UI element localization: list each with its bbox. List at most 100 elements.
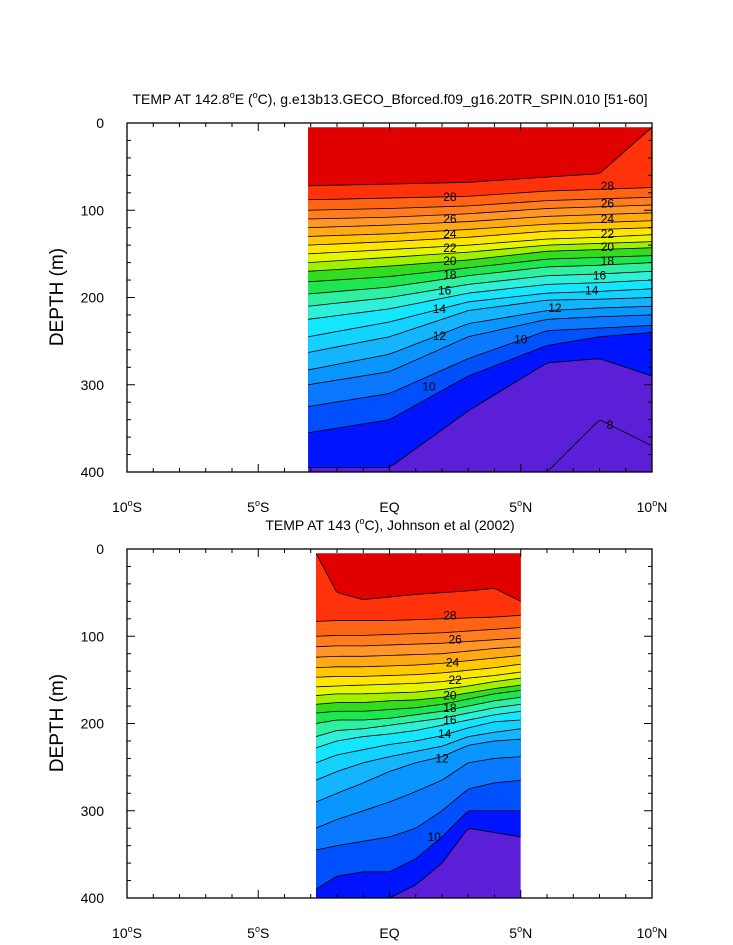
panel-model-contour-label: 8 <box>607 418 614 432</box>
panel-model-x-tick-label: 5oN <box>509 498 532 515</box>
panel-observed-isotherm-19 <box>316 689 521 714</box>
panel-observed-contour-label: 12 <box>435 751 449 765</box>
panel-observed-contour-label: 10 <box>427 830 441 844</box>
panel-observed-contour-label: 26 <box>448 633 462 647</box>
panel-model-isotherm-21 <box>308 241 652 263</box>
panel-observed-contour-label: 24 <box>446 655 460 669</box>
panel-model-contour-label: 22 <box>443 241 457 255</box>
panel-observed-y-axis-label: DEPTH (m) <box>47 674 68 772</box>
panel-model-contour-label: 28 <box>443 190 457 204</box>
panel-model-contour-label: 10 <box>422 379 436 393</box>
panel-model: TEMP AT 142.8oE (oC), g.e13b13.GECO_Bfor… <box>47 90 667 515</box>
panel-observed-isotherm-25 <box>316 646 521 658</box>
panel-model-isotherm-17 <box>308 270 652 307</box>
panel-model-isotherm-16 <box>308 279 652 320</box>
panel-model-contour-label: 12 <box>433 329 447 343</box>
panel-observed: TEMP AT 143 (oC), Johnson et al (2002) 2… <box>47 516 667 941</box>
panel-model-x-tick-label: EQ <box>379 499 399 515</box>
panel-observed-ticks <box>126 548 653 899</box>
panel-model-isotherm-15 <box>308 288 652 338</box>
panel-observed-isotherm-26 <box>316 637 521 648</box>
panel-model-x-tick-label: 10oS <box>112 498 142 515</box>
panel-model-contour-label: 24 <box>601 212 615 226</box>
panel-model-contour-label: 12 <box>548 301 562 315</box>
panel-model-x-tick-label: 5oS <box>247 498 269 515</box>
panel-model-y-tick-label: 100 <box>81 202 105 218</box>
panel-model-contour-label: 16 <box>593 269 607 283</box>
panel-observed-x-tick-label: 5oS <box>247 924 269 941</box>
panel-model-isotherm-25 <box>308 212 652 229</box>
panel-observed-y-tick-label: 400 <box>81 890 105 906</box>
panel-observed-isotherm-13 <box>316 738 521 803</box>
panel-model-isotherm-9 <box>308 358 652 469</box>
panel-observed-y-tick-label: 100 <box>81 628 105 644</box>
panel-model-y-axis-label: DEPTH (m) <box>47 248 68 346</box>
panel-observed-contour-label: 22 <box>448 673 462 687</box>
panel-model-filled-contours <box>308 127 652 473</box>
panel-observed-y-tick-label: 300 <box>81 803 105 819</box>
panel-observed-y-tick-label: 200 <box>81 716 105 732</box>
panel-model-contour-label: 26 <box>443 212 457 226</box>
panel-model-isotherm-10 <box>308 332 652 434</box>
panel-observed-x-tick-label: 5oN <box>509 924 532 941</box>
panel-observed-isotherm-18 <box>316 696 521 724</box>
panel-observed-contour-label: 18 <box>443 701 457 715</box>
panel-model-isotherm-11 <box>308 325 652 407</box>
panel-observed-isotherm-21 <box>316 677 521 696</box>
panel-model-isotherm-29 <box>308 127 652 187</box>
panel-model-isotherm-23 <box>308 227 652 246</box>
panel-model-isotherm-19 <box>308 255 652 283</box>
panel-model-isotherm-20 <box>308 247 652 272</box>
panel-model-isotherm-18 <box>308 262 652 295</box>
panel-model-isotherm-13 <box>308 305 652 371</box>
panel-observed-contour-label: 16 <box>443 713 457 727</box>
panel-observed-isotherm-14 <box>316 728 521 781</box>
panel-model-isotherm-22 <box>308 234 652 255</box>
panel-model-contour-label: 20 <box>601 240 615 254</box>
panel-observed-x-tick-label: 10oN <box>637 924 668 941</box>
panel-model-ticks <box>126 122 653 473</box>
panel-model-contour-label: 26 <box>601 196 615 210</box>
panel-observed-isotherm-23 <box>316 663 521 678</box>
panel-model-contour-lines <box>308 127 652 471</box>
panel-model-y-tick-label: 400 <box>81 464 105 480</box>
panel-observed-contour-label: 20 <box>443 689 457 703</box>
panel-observed-isotherm-15 <box>316 719 521 764</box>
panel-model-contour-label: 18 <box>443 268 457 282</box>
panel-model-isotherm-27 <box>308 196 652 211</box>
panel-observed-isotherm-28 <box>316 614 521 622</box>
panel-model-y-tick-label: 200 <box>81 290 105 306</box>
panel-observed-isotherm-20 <box>316 684 521 705</box>
panel-observed-isotherm-12 <box>316 756 521 829</box>
panel-model-y-tick-label: 300 <box>81 377 105 393</box>
panel-model-x-tick-label: 10oN <box>637 498 668 515</box>
panel-model-title: TEMP AT 142.8oE (oC), g.e13b13.GECO_Bfor… <box>132 90 647 107</box>
panel-model-contour-label: 24 <box>443 227 457 241</box>
panel-model-contour-label: 20 <box>443 254 457 268</box>
panel-observed-isotherm-10 <box>316 810 521 890</box>
panel-observed-isotherm-29 <box>316 553 521 602</box>
panel-observed-isotherm-22 <box>316 671 521 688</box>
panel-model-isotherm-24 <box>308 220 652 237</box>
panel-model-contour-label: 14 <box>433 302 447 316</box>
panel-observed-contour-label: 28 <box>443 608 457 622</box>
panel-observed-isotherm-24 <box>316 655 521 669</box>
panel-observed-x-tick-label: EQ <box>379 925 399 941</box>
panel-observed-isotherm-9 <box>390 827 521 898</box>
panel-model-contour-label: 10 <box>514 332 528 346</box>
panel-model-contour-label: 28 <box>601 179 615 193</box>
panel-model-contour-label: 14 <box>585 284 599 298</box>
panel-model-band-30 <box>308 127 652 186</box>
panel-observed-contour-lines <box>316 553 521 898</box>
panel-model-isotherm-12 <box>308 314 652 386</box>
panel-observed-y-tick-label: 0 <box>96 541 104 557</box>
panel-observed-isotherm-27 <box>316 627 521 637</box>
panel-observed-filled-contours <box>316 553 521 898</box>
panel-model-contour-label: 16 <box>438 284 452 298</box>
panel-model-isotherm-8 <box>548 419 652 471</box>
panel-model-isotherm-28 <box>308 187 652 201</box>
panel-observed-isotherm-11 <box>316 779 521 851</box>
panel-model-plot-area: 2828262624242222202018181616141412121010… <box>81 115 668 515</box>
